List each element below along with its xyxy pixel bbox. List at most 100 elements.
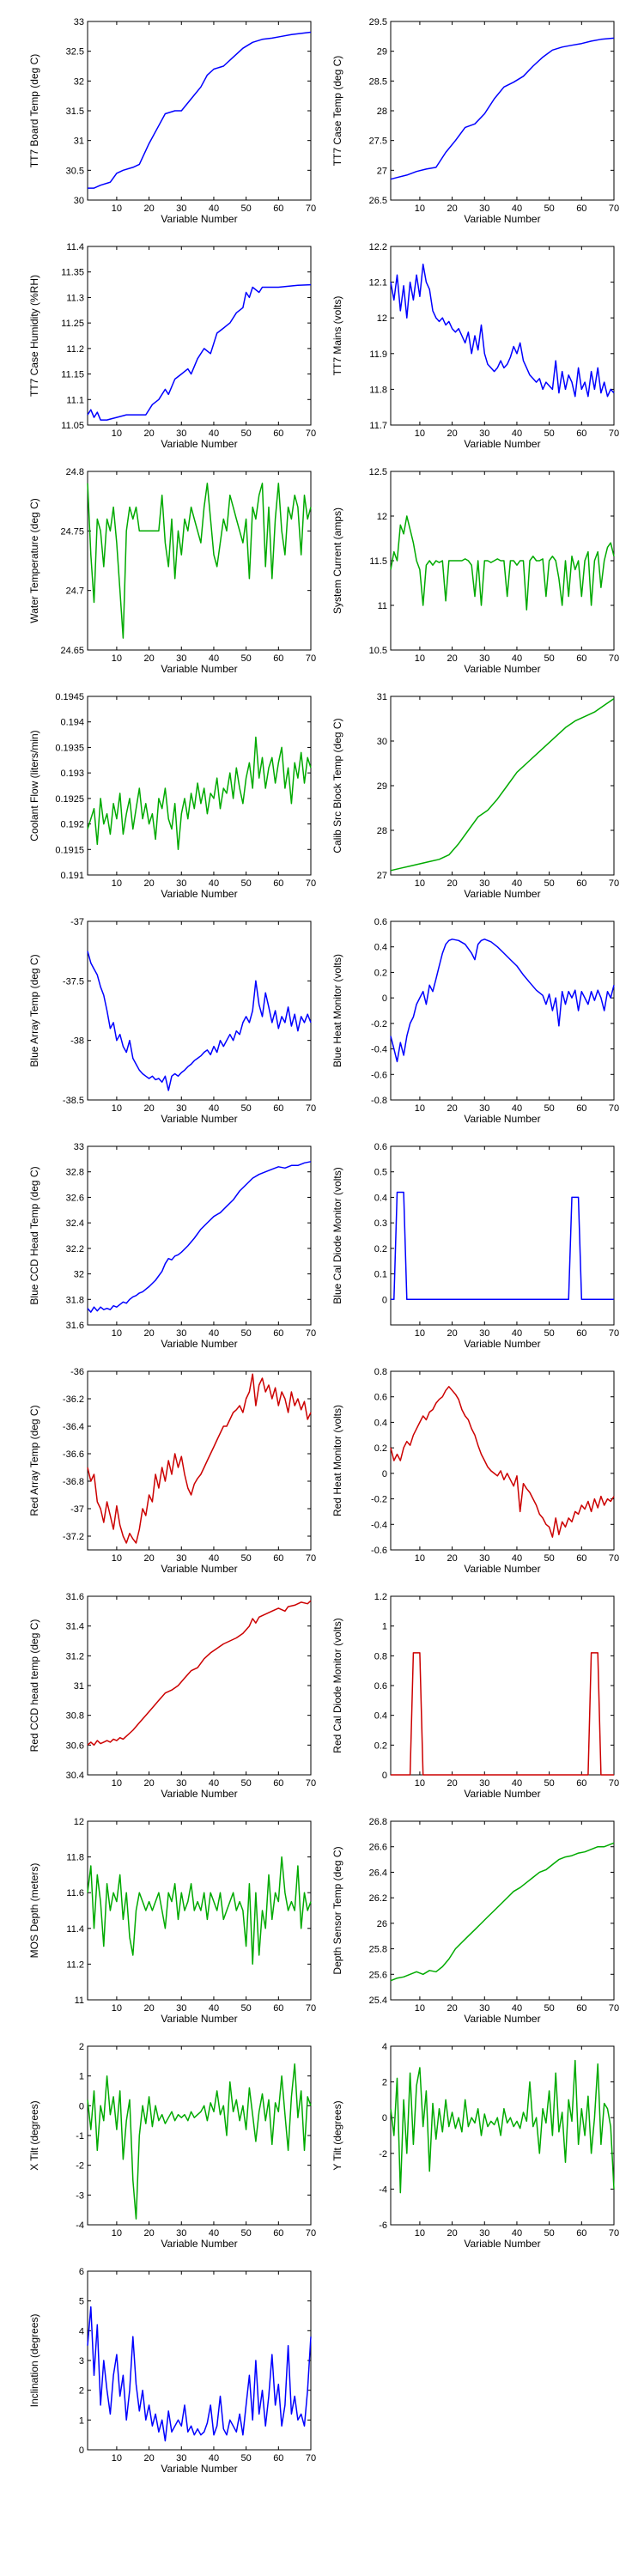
x-tick-label: 20 (447, 653, 457, 664)
y-tick-label: 26.2 (369, 1893, 387, 1904)
y-axis-label: TT7 Mains (volts) (331, 296, 343, 376)
y-tick-label: 0.193 (60, 769, 84, 779)
y-tick-label: 0.6 (374, 917, 387, 927)
y-tick-label: -36.6 (63, 1449, 84, 1460)
chart-panel: 10 20 30 40 50 60 70 27 28 29 30 31 Variable Number C… (331, 692, 619, 900)
series-line (390, 264, 615, 398)
series-line (88, 31, 312, 189)
x-tick-label: 60 (273, 428, 283, 439)
series-line (390, 697, 615, 872)
y-tick-label: 24.7 (66, 586, 84, 597)
y-axis-label: Red Array Temp (deg C) (28, 1405, 40, 1516)
x-tick-label: 60 (576, 878, 586, 889)
chart-panel: 10 20 30 40 50 60 70 30 30.5 31 31.5 32 32.5 33 Variab… (28, 17, 316, 225)
x-tick-label: 40 (209, 204, 219, 214)
x-tick-label: 20 (447, 1553, 457, 1564)
x-tick-label: 30 (176, 1328, 186, 1339)
x-tick-label: 10 (112, 1328, 122, 1339)
x-tick-label: 50 (544, 2228, 555, 2239)
y-tick-label: 0.3 (374, 1218, 387, 1229)
x-tick-label: 30 (479, 878, 489, 889)
x-tick-label: 30 (479, 204, 489, 214)
x-tick-label: 10 (415, 1103, 425, 1114)
x-tick-label: 10 (112, 1103, 122, 1114)
y-tick-label: 26 (377, 1919, 387, 1929)
y-tick-label: 11.7 (369, 421, 387, 431)
y-axis-label: TT7 Case Humidity (%RH) (28, 275, 40, 397)
x-tick-label: 10 (112, 428, 122, 439)
x-tick-label: 20 (143, 1328, 154, 1339)
y-tick-label: 12.2 (369, 242, 387, 252)
y-tick-label: 30.6 (66, 1741, 84, 1751)
x-tick-label: 70 (306, 653, 316, 664)
y-tick-label: -0.6 (371, 1546, 387, 1556)
chart-panel: 10 20 30 40 50 60 70 11 11.2 11.4 11.6 11.8 12 Variab… (28, 1817, 316, 2025)
plot-frame (87, 1595, 312, 1776)
chart-panel: 10 20 30 40 50 60 70 10.5 11 11.5 12 12.5 Variable N… (331, 467, 619, 675)
x-tick-label: 70 (306, 2228, 316, 2239)
x-tick-label: 60 (576, 1553, 586, 1564)
y-tick-label: 11.05 (61, 421, 84, 431)
y-tick-label: 0.1 (374, 1270, 387, 1280)
y-tick-label: 0.6 (374, 1393, 387, 1403)
x-tick-label: 50 (241, 2453, 252, 2464)
x-tick-label: 20 (143, 653, 154, 664)
x-tick-label: 10 (112, 1778, 122, 1789)
x-tick-label: 20 (447, 1778, 457, 1789)
x-tick-label: 20 (143, 2228, 154, 2239)
x-axis-label: Variable Number (464, 663, 540, 675)
y-axis-label: Blue CCD Head Temp (deg C) (28, 1166, 40, 1304)
y-tick-label: 12 (377, 512, 387, 522)
y-tick-label: -36.2 (63, 1394, 84, 1405)
x-tick-label: 50 (544, 1778, 555, 1789)
y-tick-label: 26.5 (369, 196, 387, 206)
plot-frame (87, 21, 312, 201)
x-axis-label: Variable Number (161, 438, 237, 450)
y-tick-label: -2 (76, 2161, 84, 2172)
x-tick-label: 50 (544, 2003, 555, 2014)
x-tick-label: 70 (306, 1328, 316, 1339)
x-tick-label: 30 (176, 878, 186, 889)
x-tick-label: 40 (512, 204, 522, 214)
x-tick-label: 30 (176, 204, 186, 214)
y-axis-label: Depth Sensor Temp (deg C) (331, 1846, 343, 1974)
y-axis-label: Inclination (degrees) (28, 2314, 40, 2408)
series-line (87, 2306, 312, 2442)
plot-frame (390, 696, 615, 876)
x-tick-label: 50 (241, 1553, 252, 1564)
x-axis-label: Variable Number (161, 2013, 237, 2025)
plot-frame (87, 696, 312, 876)
y-axis-label: System Current (amps) (331, 507, 343, 614)
x-axis-label: Variable Number (161, 2238, 237, 2250)
x-axis-label: Variable Number (464, 438, 540, 450)
x-tick-label: 30 (479, 1553, 489, 1564)
y-tick-label: 31.5 (66, 106, 84, 117)
y-tick-label: 26.6 (369, 1843, 387, 1853)
x-tick-label: 20 (143, 2453, 154, 2464)
x-tick-label: 60 (576, 428, 586, 439)
x-tick-label: 30 (176, 2453, 186, 2464)
y-tick-label: 32 (74, 1270, 84, 1280)
y-tick-label: 2 (79, 2042, 84, 2052)
x-axis-label: Variable Number (464, 1338, 540, 1350)
x-tick-label: 10 (112, 204, 122, 214)
y-tick-label: -0.6 (371, 1070, 387, 1080)
x-tick-label: 50 (544, 878, 555, 889)
y-tick-label: -3 (76, 2190, 84, 2201)
plot-frame (390, 920, 615, 1101)
y-axis-label: MOS Depth (meters) (28, 1863, 40, 1959)
x-tick-label: 30 (176, 1553, 186, 1564)
y-tick-label: 11.9 (369, 349, 387, 360)
plot-frame (87, 1145, 312, 1326)
y-tick-label: 11 (378, 601, 387, 611)
y-axis-label: TT7 Board Temp (deg C) (28, 54, 40, 168)
y-tick-label: 0.5 (374, 1168, 387, 1178)
chart-panel: 10 20 30 40 50 60 70 -0.8 -0.6 -0.4 -0.2 0 0.2 0.4 0.6… (331, 917, 619, 1125)
x-axis-label: Variable Number (464, 2013, 540, 2025)
y-axis-label: Y Tilt (degrees) (331, 2100, 343, 2170)
x-axis-label: Variable Number (464, 1113, 540, 1125)
y-tick-label: 25.6 (369, 1970, 387, 1980)
x-tick-label: 60 (273, 2228, 283, 2239)
y-tick-label: -2 (379, 2149, 387, 2160)
y-tick-label: 0 (79, 2101, 84, 2111)
